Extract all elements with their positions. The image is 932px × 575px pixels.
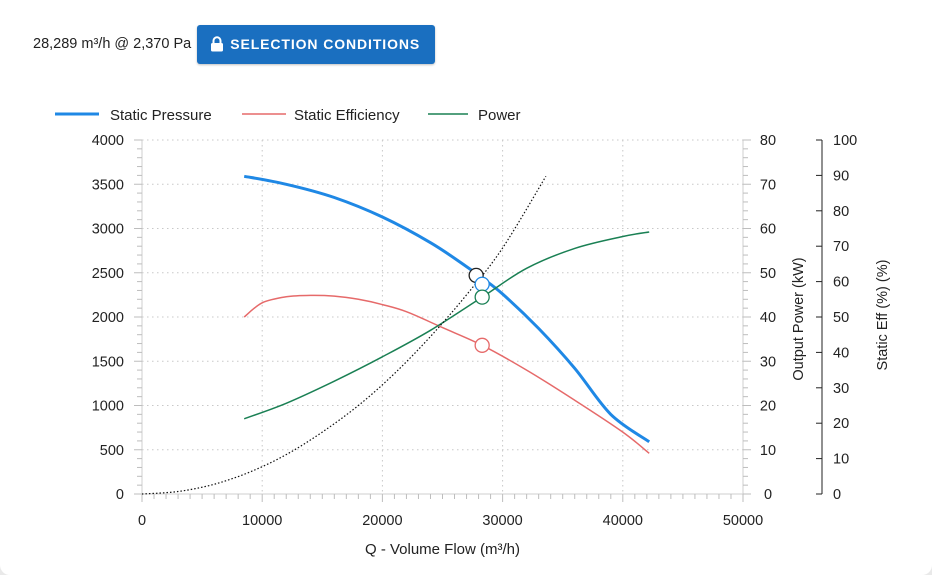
pressure-tick-label: 2000	[92, 310, 124, 326]
power-tick-label: 60	[760, 222, 776, 238]
duty-point-label: 28,289 m³/h @ 2,370 Pa	[33, 36, 192, 52]
power-tick-label: 70	[760, 177, 776, 193]
efficiency-tick-label: 80	[833, 204, 849, 220]
power-tick-label: 30	[760, 354, 776, 370]
power-tick-label: 0	[764, 487, 772, 503]
efficiency-tick-label: 70	[833, 239, 849, 255]
pressure-tick-label: 1000	[92, 399, 124, 415]
x-tick-label: 10000	[242, 513, 282, 529]
efficiency-tick-label: 50	[833, 310, 849, 326]
power-line	[243, 231, 650, 420]
operating-point-marker	[474, 276, 490, 292]
power-tick-label: 10	[760, 443, 776, 459]
selection-conditions-label: SELECTION CONDITIONS	[230, 36, 421, 52]
pressure-tick-label: 2500	[92, 266, 124, 282]
legend-label: Static Pressure	[110, 107, 212, 124]
static-pressure-line	[243, 174, 651, 444]
pressure-tick-label: 500	[100, 443, 124, 459]
operating-point-marker	[474, 289, 490, 305]
efficiency-tick-label: 20	[833, 416, 849, 432]
power-tick-label: 80	[760, 133, 776, 149]
efficiency-tick-label: 100	[833, 133, 857, 149]
efficiency-axis-title: Static Eff (%) (%)	[875, 260, 891, 371]
efficiency-tick-label: 0	[833, 487, 841, 503]
pressure-tick-label: 0	[116, 487, 124, 503]
power-axis-title: Output Power (kW)	[791, 257, 807, 380]
pressure-tick-label: 1500	[92, 354, 124, 370]
x-tick-label: 30000	[482, 513, 522, 529]
lock-icon	[210, 36, 224, 52]
efficiency-tick-label: 30	[833, 381, 849, 397]
x-tick-label: 40000	[603, 513, 643, 529]
pressure-tick-label: 3000	[92, 222, 124, 238]
efficiency-tick-label: 10	[833, 452, 849, 468]
power-tick-label: 20	[760, 399, 776, 415]
operating-point-marker	[474, 337, 490, 353]
header-bar: 28,289 m³/h @ 2,370 Pa SELECTION CONDITI…	[33, 24, 436, 64]
power-tick-label: 50	[760, 266, 776, 282]
selection-conditions-button[interactable]: SELECTION CONDITIONS	[197, 24, 436, 64]
x-tick-label: 50000	[723, 513, 763, 529]
system-curve-line	[141, 175, 547, 495]
efficiency-tick-label: 90	[833, 168, 849, 184]
legend-label: Power	[478, 107, 521, 124]
static-efficiency-line	[243, 294, 650, 454]
pressure-tick-label: 3500	[92, 177, 124, 193]
legend-label: Static Efficiency	[294, 107, 400, 124]
pressure-tick-label: 4000	[92, 133, 124, 149]
x-axis-title: Q - Volume Flow (m³/h)	[365, 541, 520, 558]
power-tick-label: 40	[760, 310, 776, 326]
x-tick-label: 0	[138, 513, 146, 529]
efficiency-tick-label: 60	[833, 275, 849, 291]
efficiency-tick-label: 40	[833, 345, 849, 361]
x-tick-label: 20000	[362, 513, 402, 529]
